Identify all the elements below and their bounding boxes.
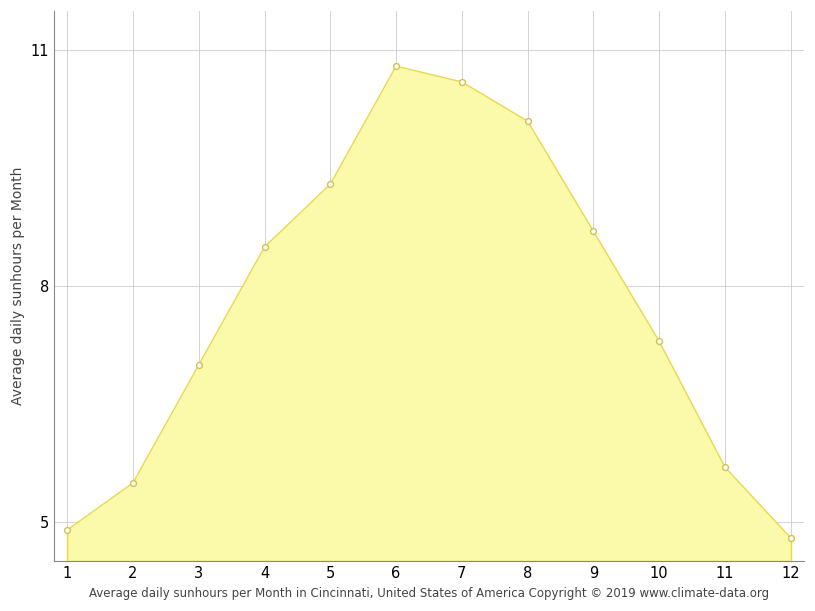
X-axis label: Average daily sunhours per Month in Cincinnati, United States of America Copyrig: Average daily sunhours per Month in Cinc…	[89, 587, 769, 600]
Point	[456, 77, 469, 87]
Point	[784, 533, 797, 543]
Point	[192, 360, 205, 370]
Point	[653, 337, 666, 346]
Y-axis label: Average daily sunhours per Month: Average daily sunhours per Month	[11, 167, 25, 406]
Point	[587, 226, 600, 236]
Point	[719, 463, 732, 472]
Point	[60, 525, 73, 535]
Point	[390, 61, 403, 71]
Point	[324, 179, 337, 189]
Point	[126, 478, 139, 488]
Point	[521, 116, 534, 126]
Point	[258, 242, 271, 252]
